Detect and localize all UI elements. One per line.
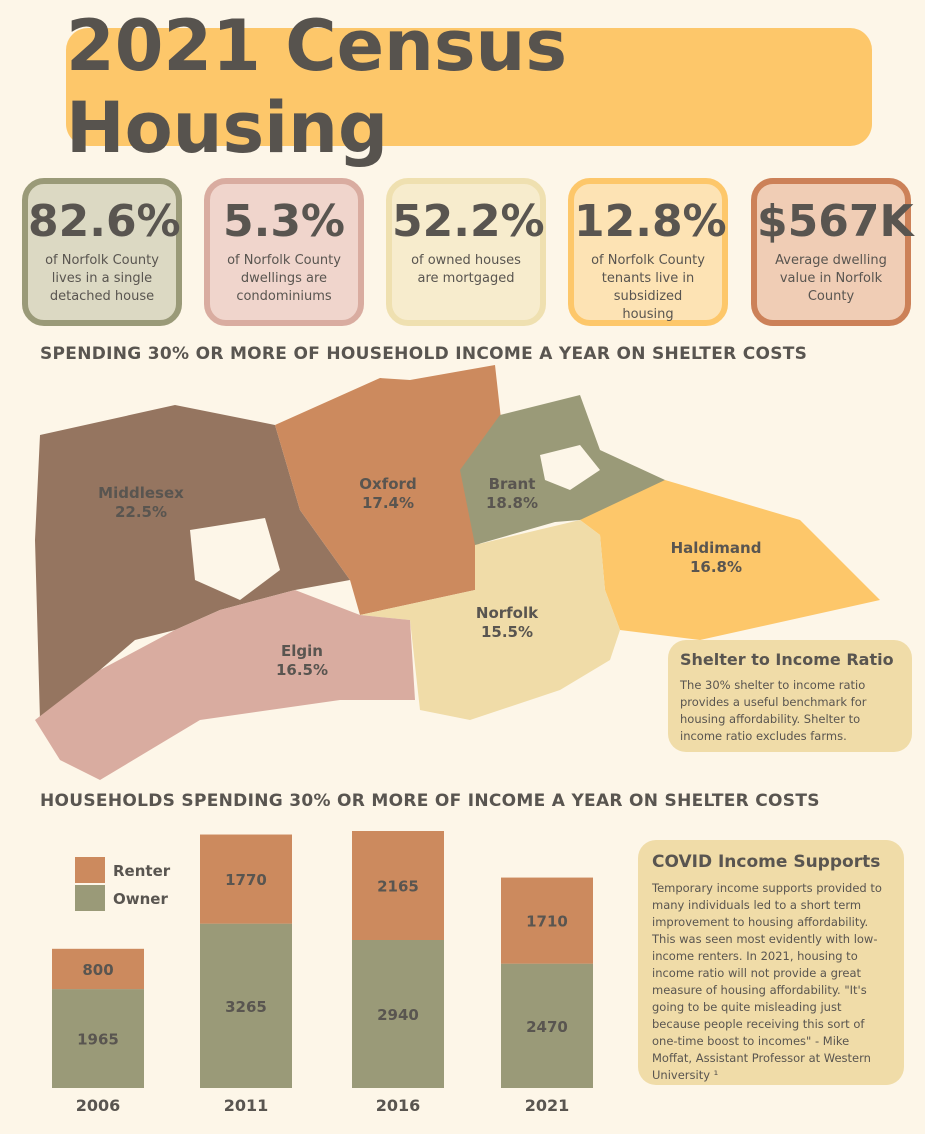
note-title: Shelter to Income Ratio — [680, 650, 894, 669]
map-title: SPENDING 30% OR MORE OF HOUSEHOLD INCOME… — [40, 344, 808, 364]
region-value: 17.4% — [362, 494, 414, 512]
city — [190, 518, 280, 600]
legend-swatch — [75, 857, 105, 883]
note-text: The 30% shelter to income ratio provides… — [680, 678, 867, 743]
region-value: 16.8% — [690, 558, 742, 576]
bar-segment — [352, 939, 444, 1088]
region — [35, 405, 350, 720]
covid-note: COVID Income Supports Temporary income s… — [638, 840, 904, 1085]
region-name: Norfolk — [476, 604, 539, 622]
data-label: 1965 — [77, 1031, 119, 1049]
bar-segment — [501, 877, 593, 964]
ratio-note: Shelter to Income Ratio The 30% shelter … — [668, 640, 912, 752]
bar-segment — [352, 831, 444, 940]
data-label: 800 — [82, 961, 113, 979]
bar-segment — [52, 989, 144, 1088]
bar-chart: 1965 800 2006 3265 1770 2011 2940 2165 2016 2470 1… — [52, 831, 593, 1115]
x-tick-label: 2011 — [224, 1096, 269, 1115]
stat-text: of Norfolk County dwellings are condomin… — [227, 253, 341, 304]
region-name: Oxford — [359, 475, 416, 493]
legend-label: Renter — [113, 862, 171, 880]
region — [275, 365, 505, 615]
city — [540, 445, 600, 490]
stat-value: 52.2% — [392, 196, 545, 247]
stat-card: 12.8% of Norfolk County tenants live in s… — [568, 178, 728, 326]
region — [35, 590, 415, 780]
region-name: Middlesex — [98, 484, 184, 502]
region-name: Brant — [489, 475, 536, 493]
region-value: 18.8% — [486, 494, 538, 512]
region — [360, 520, 620, 720]
x-tick-label: 2016 — [376, 1096, 421, 1115]
data-label: 3265 — [225, 998, 267, 1016]
region-name: Elgin — [281, 642, 323, 660]
legend-swatch — [75, 885, 105, 911]
stat-text: of Norfolk County tenants live in subsid… — [591, 253, 705, 322]
data-label: 2165 — [377, 877, 419, 895]
data-label: 1770 — [225, 871, 267, 889]
region-value: 15.5% — [481, 623, 533, 641]
stat-value: 12.8% — [574, 196, 727, 247]
stat-text: of Norfolk County lives in a single deta… — [45, 253, 159, 304]
x-tick-label: 2021 — [525, 1096, 570, 1115]
stat-card: 52.2% of owned houses are mortgaged — [386, 178, 546, 326]
data-label: 2940 — [377, 1006, 419, 1024]
map: Middlesex 22.5% Oxford 17.4% Brant 18.8%… — [35, 365, 880, 780]
stat-value: $567K — [757, 196, 914, 247]
data-label: 2470 — [526, 1018, 568, 1036]
legend-label: Owner — [113, 890, 168, 908]
chart-title: HOUSEHOLDS SPENDING 30% OR MORE OF INCOM… — [40, 791, 820, 811]
note-text: Temporary income supports provided to ma… — [652, 881, 882, 1082]
bar-segment — [200, 834, 292, 924]
note-title: COVID Income Supports — [652, 852, 881, 872]
bar-segment — [501, 963, 593, 1088]
stat-card: $567K Average dwelling value in Norfolk C… — [751, 178, 914, 326]
x-tick-label: 2006 — [76, 1096, 121, 1115]
stat-value: 82.6% — [28, 196, 181, 247]
region — [580, 480, 880, 640]
region-name: Haldimand — [671, 539, 762, 557]
stat-text: of owned houses are mortgaged — [411, 253, 521, 286]
region-value: 16.5% — [276, 661, 328, 679]
stat-value: 5.3% — [222, 196, 346, 247]
bar-segment — [52, 948, 144, 990]
stat-card: 5.3% of Norfolk County dwellings are cond… — [204, 178, 364, 326]
stat-text: Average dwelling value in Norfolk County — [775, 253, 887, 304]
bar-segment — [200, 923, 292, 1088]
stat-card: 82.6% of Norfolk County lives in a single… — [22, 178, 182, 326]
title: 2021 Census Housing — [66, 5, 872, 169]
data-label: 1710 — [526, 913, 568, 931]
region-value: 22.5% — [115, 503, 167, 521]
